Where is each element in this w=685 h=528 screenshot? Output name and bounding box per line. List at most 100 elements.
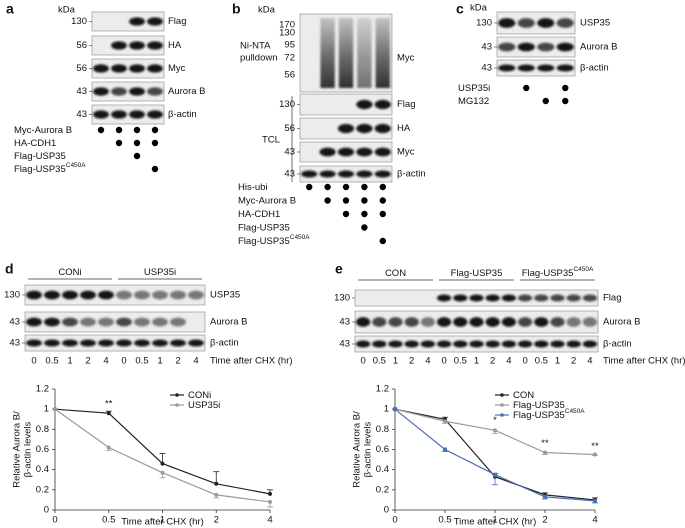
lane-dot: [133, 139, 141, 147]
lane-dot: [133, 126, 141, 134]
y-tick-label: 1: [384, 404, 389, 415]
blot-band: [44, 339, 60, 347]
blot-label: HA: [397, 123, 411, 134]
time-label: 0: [360, 356, 365, 367]
blot-band: [453, 294, 468, 302]
y-tick-label: 0.4: [36, 464, 49, 475]
blot-band: [498, 18, 516, 28]
lane-dot: [379, 183, 386, 191]
condition-label-main: HA-CDH1: [238, 209, 280, 220]
x-axis-label: Time after CHX (hr): [121, 517, 204, 528]
time-label: 0: [121, 356, 126, 367]
mw-marker: 43: [481, 42, 492, 53]
lane-dot: [133, 152, 141, 160]
lane-dot: [306, 183, 313, 191]
lane-dot: [115, 139, 123, 147]
mw-marker: 43: [9, 338, 20, 349]
blot-band: [188, 290, 204, 300]
legend-label-sup: C450A: [565, 408, 586, 415]
blot-band: [129, 41, 145, 50]
blot-band: [582, 340, 598, 348]
blot-band: [501, 340, 517, 348]
mw-marker: 56: [76, 63, 87, 74]
data-point: [268, 491, 272, 496]
panel-letter: c: [456, 1, 464, 17]
condition-label: USP35i: [458, 83, 490, 94]
blot-band: [566, 294, 581, 302]
time-label: 4: [103, 356, 108, 367]
blot-band: [93, 110, 109, 119]
blot-band: [517, 340, 533, 348]
time-axis-label: Time after CHX (hr): [603, 356, 685, 367]
x-tick-label: 0: [392, 515, 397, 526]
blot-band: [129, 17, 145, 26]
blot-band: [356, 170, 373, 178]
lane-dot: [115, 126, 123, 134]
group-label-main: Flag-USP35: [451, 268, 503, 279]
blot-band: [62, 317, 78, 327]
blot-band: [517, 18, 535, 28]
condition-label-main: Myc-Aurora B: [238, 195, 296, 206]
blot-band: [62, 290, 78, 300]
blot-band: [116, 339, 132, 347]
blot-band: [372, 317, 387, 327]
data-point: [543, 494, 547, 499]
blot-band: [44, 290, 60, 300]
lane-dot: [97, 126, 105, 134]
blot-band: [93, 64, 109, 73]
blot-band: [80, 290, 96, 300]
blot-band: [485, 340, 500, 348]
legend-label: Flag-USP35C450A: [513, 408, 585, 420]
y-tick-label: 0.2: [376, 484, 389, 495]
blot-band: [147, 64, 163, 73]
blot-band: [485, 294, 500, 302]
blot-band: [469, 317, 484, 327]
time-label: 0.5: [135, 356, 148, 367]
blot-band: [170, 339, 186, 347]
blot-band: [501, 294, 517, 302]
blot-band: [556, 64, 574, 72]
x-tick-label: 2: [214, 515, 219, 526]
legend-label-main: CON: [513, 390, 534, 401]
y-tick-label: 1: [44, 404, 49, 415]
time-label: 2: [409, 356, 414, 367]
blot-band: [129, 64, 145, 73]
blot-band: [550, 317, 565, 327]
lane-dot: [342, 197, 350, 204]
time-label: 2: [175, 356, 180, 367]
blot-band: [147, 110, 163, 119]
condition-label-sup: C450A: [290, 234, 311, 241]
lane-dot: [542, 97, 549, 105]
group-label: CON: [385, 268, 406, 279]
time-label: 4: [506, 356, 511, 367]
mw-marker: 170: [279, 20, 295, 31]
panel-letter: e: [335, 261, 343, 277]
group-label-main: Flag-USP35: [522, 268, 574, 279]
data-point: [393, 407, 397, 412]
condition-label-main: Flag-USP35: [14, 151, 66, 162]
lane-dot: [562, 84, 569, 92]
blot-band: [337, 170, 355, 178]
x-tick-label: 4: [267, 515, 272, 526]
blot-band: [26, 290, 42, 300]
x-tick-label: 4: [592, 515, 597, 526]
condition-label-main: Flag-USP35: [14, 164, 66, 175]
mw-marker: 43: [284, 147, 295, 158]
condition-label-main: His-ubi: [238, 182, 268, 193]
mw-marker: 43: [339, 317, 350, 328]
blot-band: [469, 294, 484, 302]
condition-label-main: Myc-Aurora B: [14, 125, 72, 136]
lane-dot: [342, 210, 350, 218]
lane-dot: [361, 210, 368, 218]
blot-smear: [338, 18, 354, 88]
blot-label: Flag: [603, 293, 621, 304]
y-tick-label: 1.2: [376, 384, 389, 395]
group-label: Flag-USP35C450A: [522, 266, 594, 278]
blot-band: [355, 340, 371, 348]
data-point: [443, 419, 447, 424]
blot-band: [374, 123, 391, 134]
condition-label: HA-CDH1: [238, 209, 280, 220]
y-axis-label: Relative Aurora B/: [352, 411, 363, 488]
mw-marker: 43: [339, 339, 350, 350]
lane-dot: [324, 197, 331, 204]
